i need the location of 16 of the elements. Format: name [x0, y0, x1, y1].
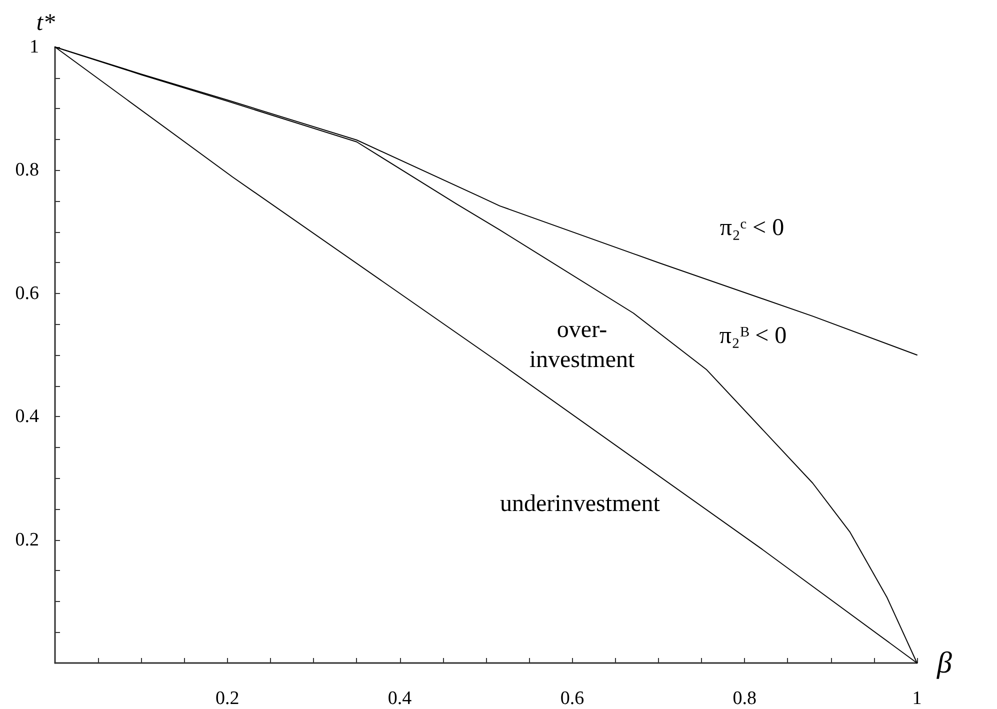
x-tick-label: 0.8	[732, 688, 756, 709]
x-axis-title: β	[936, 646, 952, 680]
y-tick-label: 0.4	[15, 406, 40, 428]
annotation: π₂ᶜ < 0	[720, 215, 784, 241]
annotation: over- investment	[529, 317, 635, 373]
annotation: underinvestment	[500, 491, 660, 517]
y-tick-label: 0.6	[15, 282, 39, 304]
x-tick-label: 0.2	[216, 688, 240, 709]
y-tick-label: 0.2	[15, 529, 39, 550]
x-tick-label: 0.6	[560, 688, 584, 709]
y-tick-label: 0.8	[15, 160, 39, 181]
y-axis-title: t*	[36, 10, 55, 36]
x-tick-label: 1	[912, 688, 922, 709]
x-tick-label: 0.4	[388, 688, 412, 709]
annotation: π₂ᴮ < 0	[719, 323, 787, 349]
y-tick-label: 1	[30, 36, 39, 58]
